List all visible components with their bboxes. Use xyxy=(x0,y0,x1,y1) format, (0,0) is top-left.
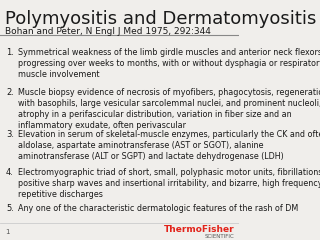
Text: Polymyositis and Dermatomyositis: Polymyositis and Dermatomyositis xyxy=(5,10,316,28)
Text: Symmetrical weakness of the limb girdle muscles and anterior neck flexors,
progr: Symmetrical weakness of the limb girdle … xyxy=(18,48,320,79)
Text: 1: 1 xyxy=(5,229,9,235)
Text: Elevation in serum of skeletal-muscle enzymes, particularly the CK and often
ald: Elevation in serum of skeletal-muscle en… xyxy=(18,130,320,161)
Text: Bohan and Peter, N Engl J Med 1975, 292:344: Bohan and Peter, N Engl J Med 1975, 292:… xyxy=(5,27,211,36)
Text: 1.: 1. xyxy=(6,48,14,57)
Text: ThermoFisher: ThermoFisher xyxy=(164,225,234,234)
Text: 3.: 3. xyxy=(6,130,14,139)
Text: 5.: 5. xyxy=(6,204,14,213)
Text: 4.: 4. xyxy=(6,168,14,177)
Text: 2.: 2. xyxy=(6,88,14,97)
Text: Electromyographic triad of short, small, polyphasic motor units, fibrillations,
: Electromyographic triad of short, small,… xyxy=(18,168,320,199)
Text: Muscle biopsy evidence of necrosis of myofibers, phagocytosis, regeneration
with: Muscle biopsy evidence of necrosis of my… xyxy=(18,88,320,131)
Text: Any one of the characteristic dermatologic features of the rash of DM: Any one of the characteristic dermatolog… xyxy=(18,204,298,213)
Text: SCIENTIFIC: SCIENTIFIC xyxy=(204,234,234,239)
